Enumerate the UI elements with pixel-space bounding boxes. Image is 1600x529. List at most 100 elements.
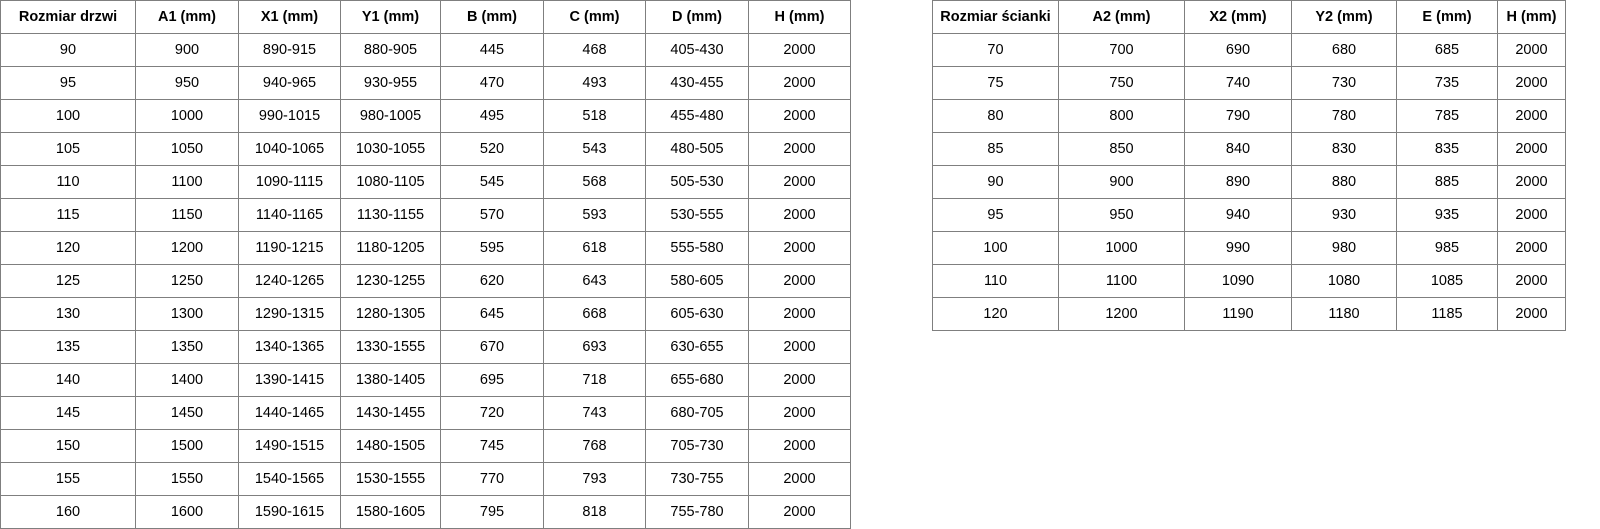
cell-h: 2000 <box>748 132 851 166</box>
cell-x1: 1090-1115 <box>238 165 341 199</box>
cell-wall-size: 90 <box>932 165 1059 199</box>
table-row: 90 900 890-915 880-905 445 468 405-430 2… <box>0 33 851 67</box>
cell-a2: 1000 <box>1058 231 1185 265</box>
cell-y1: 930-955 <box>340 66 441 100</box>
cell-a2: 900 <box>1058 165 1185 199</box>
table-row: 105 1050 1040-1065 1030-1055 520 543 480… <box>0 132 851 166</box>
cell-d: 505-530 <box>645 165 749 199</box>
cell-h: 2000 <box>1497 264 1566 298</box>
cell-c: 793 <box>543 462 646 496</box>
column-header-door-size: Rozmiar drzwi <box>0 0 136 34</box>
cell-c: 818 <box>543 495 646 529</box>
cell-h: 2000 <box>748 363 851 397</box>
cell-door-size: 155 <box>0 462 136 496</box>
cell-d: 705-730 <box>645 429 749 463</box>
cell-c: 768 <box>543 429 646 463</box>
cell-d: 555-580 <box>645 231 749 265</box>
cell-h: 2000 <box>748 264 851 298</box>
cell-b: 720 <box>440 396 544 430</box>
spec-tables-page: Rozmiar drzwi A1 (mm) X1 (mm) Y1 (mm) B … <box>0 0 1566 529</box>
cell-y1: 880-905 <box>340 33 441 67</box>
cell-d: 430-455 <box>645 66 749 100</box>
cell-y1: 1580-1605 <box>340 495 441 529</box>
cell-d: 530-555 <box>645 198 749 232</box>
cell-x1: 1040-1065 <box>238 132 341 166</box>
column-header-y2: Y2 (mm) <box>1291 0 1397 34</box>
cell-c: 743 <box>543 396 646 430</box>
table-row: 100 1000 990 980 985 2000 <box>932 231 1566 265</box>
cell-h: 2000 <box>1497 165 1566 199</box>
cell-d: 580-605 <box>645 264 749 298</box>
table-row: 130 1300 1290-1315 1280-1305 645 668 605… <box>0 297 851 331</box>
cell-door-size: 140 <box>0 363 136 397</box>
cell-door-size: 90 <box>0 33 136 67</box>
cell-door-size: 130 <box>0 297 136 331</box>
cell-wall-size: 75 <box>932 66 1059 100</box>
cell-door-size: 135 <box>0 330 136 364</box>
table-row: 120 1200 1190-1215 1180-1205 595 618 555… <box>0 231 851 265</box>
cell-wall-size: 95 <box>932 198 1059 232</box>
column-header-d: D (mm) <box>645 0 749 34</box>
cell-b: 795 <box>440 495 544 529</box>
cell-a1: 1250 <box>135 264 239 298</box>
cell-h: 2000 <box>748 165 851 199</box>
cell-c: 643 <box>543 264 646 298</box>
cell-y1: 1480-1505 <box>340 429 441 463</box>
cell-h: 2000 <box>748 99 851 133</box>
cell-wall-size: 100 <box>932 231 1059 265</box>
cell-b: 695 <box>440 363 544 397</box>
cell-b: 595 <box>440 231 544 265</box>
column-header-x1: X1 (mm) <box>238 0 341 34</box>
cell-y1: 1380-1405 <box>340 363 441 397</box>
cell-y2: 1180 <box>1291 297 1397 331</box>
cell-a2: 1100 <box>1058 264 1185 298</box>
cell-x1: 1540-1565 <box>238 462 341 496</box>
cell-wall-size: 110 <box>932 264 1059 298</box>
column-header-h: H (mm) <box>1497 0 1566 34</box>
cell-d: 480-505 <box>645 132 749 166</box>
cell-a1: 1050 <box>135 132 239 166</box>
cell-b: 670 <box>440 330 544 364</box>
cell-y2: 830 <box>1291 132 1397 166</box>
cell-e: 1085 <box>1396 264 1498 298</box>
cell-a1: 1000 <box>135 99 239 133</box>
cell-a1: 950 <box>135 66 239 100</box>
cell-x1: 1140-1165 <box>238 198 341 232</box>
column-header-a1: A1 (mm) <box>135 0 239 34</box>
table-row: 140 1400 1390-1415 1380-1405 695 718 655… <box>0 363 851 397</box>
door-size-table-body: 90 900 890-915 880-905 445 468 405-430 2… <box>0 33 851 529</box>
cell-b: 545 <box>440 165 544 199</box>
cell-x1: 1490-1515 <box>238 429 341 463</box>
cell-d: 455-480 <box>645 99 749 133</box>
table-header-row: Rozmiar ścianki A2 (mm) X2 (mm) Y2 (mm) … <box>932 0 1566 34</box>
column-header-e: E (mm) <box>1396 0 1498 34</box>
cell-x2: 740 <box>1184 66 1292 100</box>
cell-h: 2000 <box>1497 132 1566 166</box>
cell-b: 645 <box>440 297 544 331</box>
cell-e: 835 <box>1396 132 1498 166</box>
cell-e: 785 <box>1396 99 1498 133</box>
cell-y1: 1080-1105 <box>340 165 441 199</box>
cell-x2: 890 <box>1184 165 1292 199</box>
door-size-table: Rozmiar drzwi A1 (mm) X1 (mm) Y1 (mm) B … <box>0 0 851 529</box>
table-row: 150 1500 1490-1515 1480-1505 745 768 705… <box>0 429 851 463</box>
cell-a1: 1550 <box>135 462 239 496</box>
cell-x1: 1190-1215 <box>238 231 341 265</box>
cell-y1: 1530-1555 <box>340 462 441 496</box>
table-row: 85 850 840 830 835 2000 <box>932 132 1566 166</box>
cell-d: 630-655 <box>645 330 749 364</box>
table-header-row: Rozmiar drzwi A1 (mm) X1 (mm) Y1 (mm) B … <box>0 0 851 34</box>
column-header-x2: X2 (mm) <box>1184 0 1292 34</box>
cell-d: 730-755 <box>645 462 749 496</box>
cell-h: 2000 <box>748 330 851 364</box>
cell-c: 718 <box>543 363 646 397</box>
column-header-y1: Y1 (mm) <box>340 0 441 34</box>
cell-h: 2000 <box>748 198 851 232</box>
cell-b: 620 <box>440 264 544 298</box>
cell-a1: 1100 <box>135 165 239 199</box>
cell-h: 2000 <box>748 33 851 67</box>
cell-a2: 950 <box>1058 198 1185 232</box>
cell-x2: 940 <box>1184 198 1292 232</box>
cell-door-size: 100 <box>0 99 136 133</box>
cell-h: 2000 <box>1497 198 1566 232</box>
